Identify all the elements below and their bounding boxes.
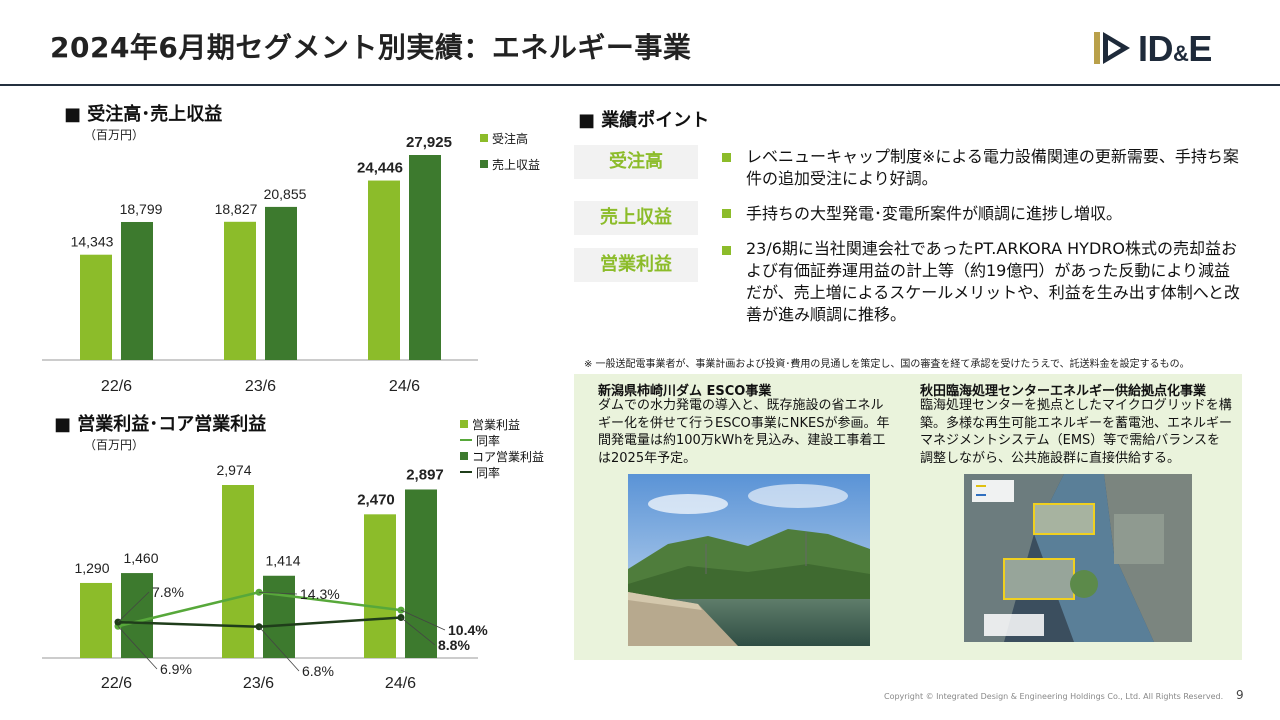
bar <box>263 575 295 658</box>
data-label: 18,827 <box>215 201 258 217</box>
legend-item: 受注高 <box>480 130 540 146</box>
ratio-label: 7.8% <box>152 584 184 600</box>
leader-line <box>258 591 298 595</box>
ratio-label: 6.9% <box>160 661 192 677</box>
data-label: 1,414 <box>265 553 300 569</box>
legend-item: 売上収益 <box>480 156 540 172</box>
leader-line <box>400 609 446 631</box>
logo <box>1090 28 1240 68</box>
legend-label: 売上収益 <box>492 157 541 172</box>
legend-line <box>460 439 472 441</box>
legend-label: 営業利益 <box>472 417 521 432</box>
leader-line <box>117 625 158 670</box>
legend-label: コア営業利益 <box>472 449 545 464</box>
bar <box>121 221 153 360</box>
data-label: 2,897 <box>406 466 444 483</box>
legend-swatch <box>480 134 488 142</box>
tick-label: 24/6 <box>385 675 416 692</box>
page-number: 9 <box>1236 688 1244 702</box>
data-label: 18,799 <box>120 201 163 217</box>
logo-text: ID&E <box>1138 28 1212 69</box>
bar <box>368 180 400 360</box>
tick-label: 22/6 <box>101 675 132 692</box>
ratio-label: 8.8% <box>438 637 470 653</box>
profit-chart-title: ■ 営業利益･コア営業利益 <box>54 414 267 435</box>
logo-mark-icon <box>1094 32 1130 64</box>
footnote: ※ 一般送配電事業者が、事業計画および投資･費用の見通しを策定し、国の審査を経て… <box>584 359 1190 370</box>
legend-item: 同率 <box>460 432 544 448</box>
data-label: 14,343 <box>71 234 114 250</box>
point-text-orders: レベニューキャップ制度※による電力設備関連の更新需要、手持ち案件の追加受注により… <box>746 147 1239 188</box>
data-label: 20,855 <box>264 186 307 202</box>
bar <box>80 582 112 658</box>
point-text-revenue: 手持ちの大型発電･変電所案件が順調に進捗し増収。 <box>746 204 1123 223</box>
bar <box>364 514 396 658</box>
dam-photo <box>628 474 870 646</box>
ratio-label: 14.3% <box>300 586 340 602</box>
point-label-profit: 営業利益 <box>574 248 698 282</box>
sales-chart: 14,343 18,799 22/6 18,827 20,855 23/6 24,44627… <box>42 134 478 395</box>
copyright: Copyright © Integrated Design & Engineer… <box>884 692 1224 701</box>
leader-line <box>258 626 300 672</box>
data-label: 2,974 <box>216 462 251 478</box>
bullet-icon <box>722 246 731 255</box>
case-title-akita: 秋田臨海処理センターエネルギー供給拠点化事業 <box>920 384 1207 399</box>
tick-label: 23/6 <box>245 378 276 395</box>
bar <box>80 254 112 360</box>
data-label: 1,460 <box>123 550 158 566</box>
profit-chart: 1,290 1,460 22/6 2,974 1,414 23/6 2,470 2,897 24… <box>42 462 488 692</box>
tick-label: 23/6 <box>243 675 274 692</box>
bar <box>409 155 441 360</box>
leader-line <box>117 591 150 623</box>
legend-item: 同率 <box>460 464 544 480</box>
leader-line <box>400 617 436 646</box>
data-label: 2,470 <box>357 491 395 508</box>
tick-label: 24/6 <box>389 378 420 395</box>
legend-label: 受注高 <box>492 131 529 146</box>
case-title-dam: 新潟県柿崎川ダム ESCO事業 <box>598 384 772 399</box>
ratio-label: 6.8% <box>302 663 334 679</box>
legend-item: 営業利益 <box>460 416 544 432</box>
bar <box>222 485 254 658</box>
tick-label: 22/6 <box>101 378 132 395</box>
legend-swatch <box>460 452 468 460</box>
profit-chart-legend: 営業利益 同率 コア営業利益 同率 <box>460 416 544 480</box>
page-title: 2024年6月期セグメント別実績：エネルギー事業 <box>50 31 692 64</box>
profit-chart-unit: （百万円） <box>84 438 145 452</box>
point-label-orders: 受注高 <box>574 145 698 179</box>
akita-map-photo <box>964 474 1192 642</box>
point-label-revenue: 売上収益 <box>574 201 698 235</box>
legend-label: 同率 <box>476 465 501 480</box>
case-text-akita: 臨海処理センターを拠点としたマイクログリッドを構築。多様な再生可能エネルギーを蓄… <box>920 398 1233 466</box>
data-label: 24,446 <box>357 160 403 177</box>
bullet-icon <box>722 209 731 218</box>
bar <box>405 489 437 658</box>
legend-swatch <box>460 420 468 428</box>
legend-label: 同率 <box>476 433 501 448</box>
data-label: 27,925 <box>406 134 452 151</box>
legend-line <box>460 471 472 473</box>
title-rule <box>0 84 1280 86</box>
data-label: 1,290 <box>74 560 109 576</box>
legend-swatch <box>480 160 488 168</box>
bar <box>121 573 153 658</box>
sales-chart-legend: 受注高 売上収益 <box>480 130 540 172</box>
bullet-icon <box>722 153 731 162</box>
sales-chart-unit: （百万円） <box>84 128 145 142</box>
points-title: ■ 業績ポイント <box>578 110 710 131</box>
case-text-dam: ダムでの水力発電の導入と、既存施設の省エネルギー化を併せて行うESCO事業にNK… <box>598 398 890 466</box>
sales-chart-title: ■ 受注高･売上収益 <box>64 104 223 125</box>
ratio-label: 10.4% <box>448 622 488 638</box>
point-text-profit: 23/6期に当社関連会社であったPT.ARKORA HYDRO株式の売却益および… <box>746 239 1240 324</box>
bar <box>224 221 256 360</box>
legend-item: コア営業利益 <box>460 448 544 464</box>
bar <box>265 206 297 360</box>
